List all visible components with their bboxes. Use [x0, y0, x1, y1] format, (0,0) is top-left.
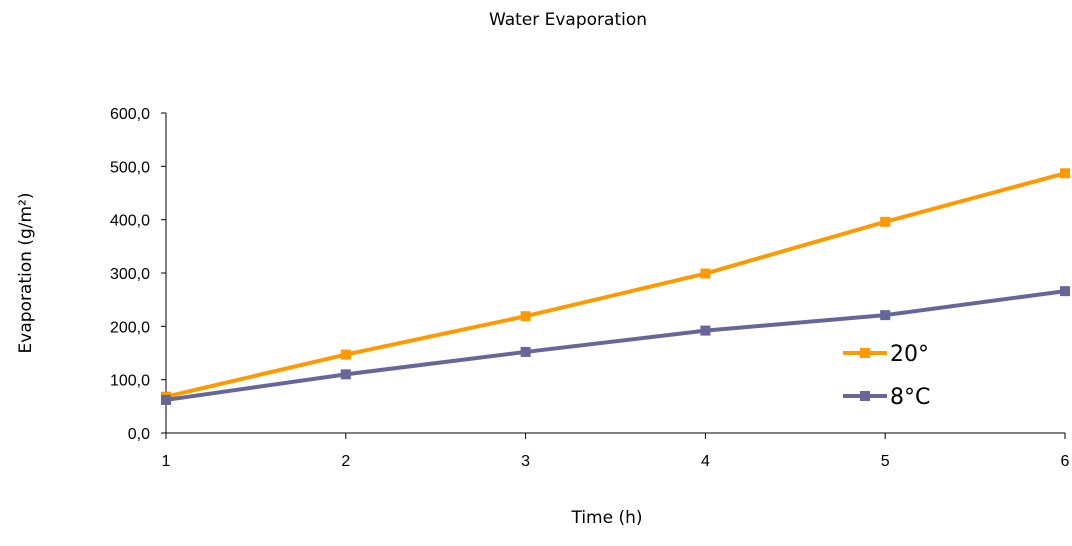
data-point-marker — [700, 268, 711, 279]
data-point-marker — [700, 325, 711, 336]
y-axis-label: Evaporation (g/m²) — [16, 193, 36, 354]
x-axis-label: Time (h) — [570, 508, 642, 528]
y-tick-label: 100,0 — [110, 373, 150, 390]
data-point-marker — [520, 311, 531, 322]
y-tick-label: 400,0 — [110, 213, 150, 230]
legend-marker — [860, 391, 870, 401]
data-point-marker — [1060, 286, 1070, 297]
axes: 0,0 100,0 200,0 300,0 400,0 500,0 600,0 1 2 3 4 5 6 — [110, 106, 1070, 470]
x-tick-label: 1 — [162, 453, 171, 470]
chart-title: Water Evaporation — [489, 10, 647, 30]
legend-marker — [860, 348, 870, 358]
y-tick-label: 0,0 — [128, 426, 150, 443]
x-tick-label: 5 — [881, 453, 890, 470]
x-tick-label: 4 — [701, 453, 710, 470]
data-point-marker — [880, 310, 891, 321]
x-tick-label: 3 — [521, 453, 530, 470]
series-line — [165, 171, 1066, 399]
data-point-marker — [161, 394, 171, 405]
legend-label: 8°C — [890, 385, 930, 410]
y-tick-label: 300,0 — [110, 266, 150, 283]
y-tick-label: 600,0 — [110, 106, 150, 123]
data-point-marker — [1060, 168, 1070, 179]
legend-label: 20° — [890, 342, 929, 367]
data-point-marker — [340, 349, 351, 360]
series-2 — [161, 286, 1070, 405]
legend-entry: 20° — [843, 342, 929, 367]
x-tick-label: 6 — [1061, 453, 1070, 470]
legend: 20° 8°C — [843, 342, 930, 410]
y-tick-label: 500,0 — [110, 159, 150, 176]
series-1 — [161, 168, 1070, 402]
data-point-marker — [880, 216, 891, 227]
data-point-marker — [340, 369, 351, 380]
series-line — [165, 289, 1066, 402]
y-tick-label: 200,0 — [110, 319, 150, 336]
x-tick-label: 2 — [341, 453, 350, 470]
data-point-marker — [520, 346, 531, 357]
series-layer — [161, 168, 1070, 405]
legend-entry: 8°C — [843, 385, 930, 410]
